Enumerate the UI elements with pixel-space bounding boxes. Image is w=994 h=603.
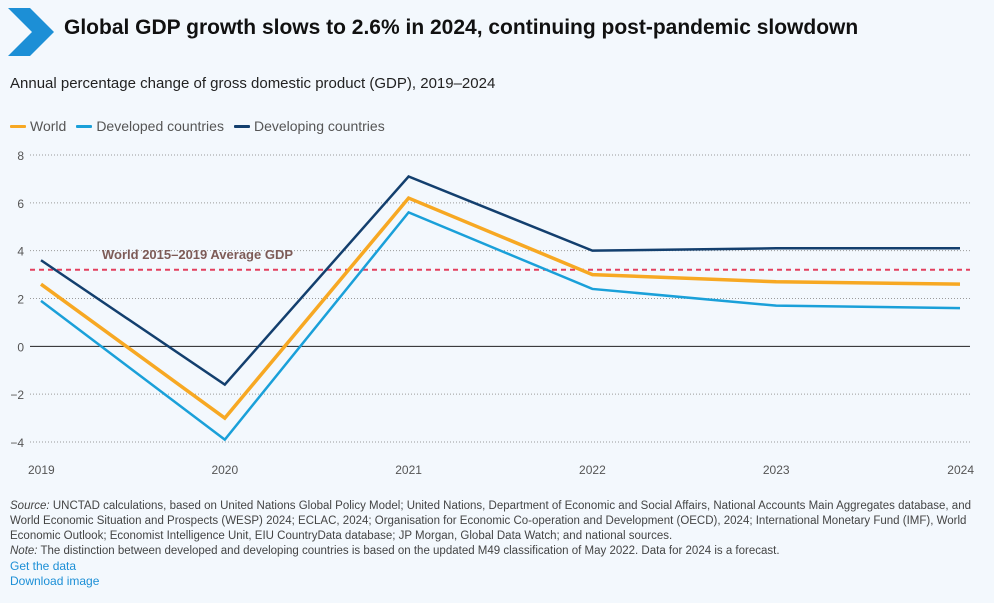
get-data-link[interactable]: Get the data bbox=[10, 559, 77, 573]
y-tick-label: −2 bbox=[10, 388, 24, 402]
note-label: Note: bbox=[10, 545, 38, 557]
legend-swatch-developing bbox=[233, 124, 250, 128]
y-tick-label: 4 bbox=[17, 245, 24, 259]
note: Note: The distinction between developed … bbox=[10, 544, 985, 559]
line-chart: −4 −2 0 2 4 6 8 2019 2020 2021 2022 2023 2024 World 2… bbox=[10, 149, 974, 477]
y-tick-label: 2 bbox=[17, 293, 24, 307]
legend-swatch-developed bbox=[76, 124, 93, 128]
chevron-right-icon bbox=[8, 8, 54, 56]
legend-label-developing: Developing countries bbox=[253, 118, 385, 134]
x-tick-label: 2020 bbox=[211, 463, 238, 477]
legend: World Developed countries Developing cou… bbox=[10, 118, 385, 134]
source-label: Source: bbox=[10, 500, 50, 512]
y-tick-label: −4 bbox=[10, 436, 24, 450]
x-tick-label: 2022 bbox=[579, 463, 606, 477]
series-line-world bbox=[39, 195, 961, 421]
chart-title: Global GDP growth slows to 2.6% in 2024,… bbox=[64, 16, 859, 39]
x-tick-label: 2021 bbox=[395, 463, 422, 477]
series-line-developing-countries bbox=[40, 175, 960, 387]
download-image-link[interactable]: Download image bbox=[10, 574, 100, 588]
header: Global GDP growth slows to 2.6% in 2024,… bbox=[0, 0, 994, 60]
reference-line-label: World 2015–2019 Average GDP bbox=[102, 247, 293, 262]
legend-label-developed: Developed countries bbox=[96, 118, 224, 134]
y-tick-label: 8 bbox=[17, 149, 24, 163]
y-tick-label: 0 bbox=[17, 340, 24, 354]
legend-label-world: World bbox=[30, 118, 67, 134]
chart-subtitle: Annual percentage change of gross domest… bbox=[10, 75, 496, 92]
source-note: Source: UNCTAD calculations, based on Un… bbox=[10, 499, 985, 544]
x-tick-label: 2019 bbox=[28, 463, 55, 477]
legend-swatch-world bbox=[10, 124, 26, 128]
legend-item-world: World bbox=[10, 118, 66, 134]
x-tick-label: 2023 bbox=[763, 463, 790, 477]
legend-item-developing: Developing countries bbox=[233, 118, 385, 134]
y-tick-label: 6 bbox=[17, 197, 24, 211]
footnotes: Source: UNCTAD calculations, based on Un… bbox=[10, 499, 985, 589]
series-line-developed-countries bbox=[40, 210, 961, 442]
x-tick-label: 2024 bbox=[947, 463, 974, 477]
source-text: UNCTAD calculations, based on United Nat… bbox=[10, 500, 971, 542]
note-text: The distinction between developed and de… bbox=[37, 545, 780, 557]
legend-item-developed: Developed countries bbox=[76, 118, 224, 134]
